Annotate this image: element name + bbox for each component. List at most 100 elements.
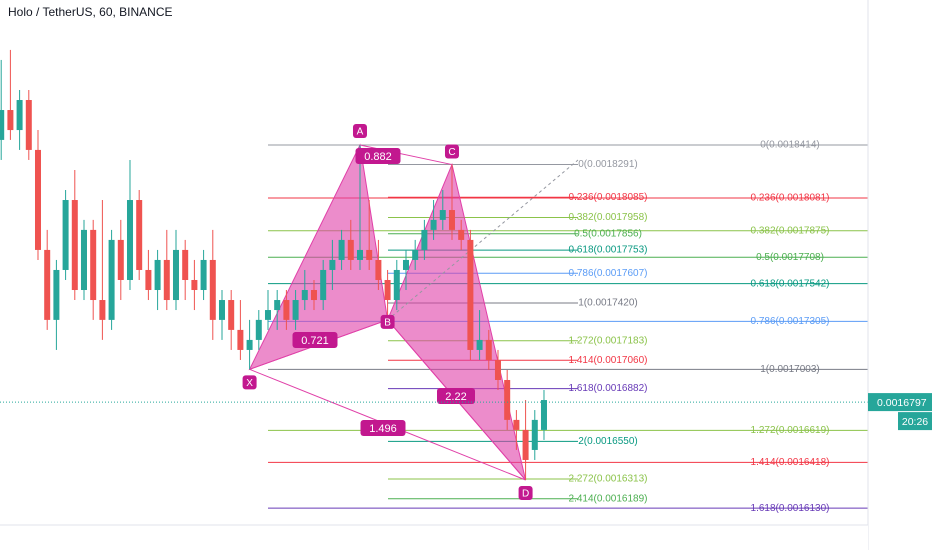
- candle-body: [283, 300, 290, 320]
- fib-label: 0.382(0.0017875): [751, 225, 830, 236]
- point-label: D: [522, 489, 529, 500]
- candle-body: [430, 219, 437, 230]
- fib-label: 0.618(0.0017753): [569, 245, 648, 256]
- candle-body: [154, 259, 161, 291]
- fib-label: 2.414(0.0016189): [569, 493, 648, 504]
- candle-body: [108, 239, 115, 320]
- countdown-box: [898, 412, 932, 431]
- candle-body: [384, 279, 391, 301]
- fib-label: 1.272(0.0016619): [751, 425, 830, 436]
- ratio-label: 1.496: [369, 423, 397, 435]
- candle-body: [504, 379, 511, 420]
- candle-body: [412, 249, 419, 260]
- point-label-box: [380, 314, 395, 329]
- candle-body: [320, 269, 327, 301]
- candle-body: [375, 259, 382, 280]
- candle-body: [494, 359, 501, 380]
- candle-body: [200, 259, 207, 291]
- candle-body: [145, 269, 152, 291]
- overlay: X A B C D 0.721 0.882 2.22 1.496: [0, 124, 868, 501]
- candle-body: [274, 300, 281, 311]
- candle-body: [117, 239, 124, 280]
- candle-body: [540, 400, 547, 430]
- axes: 0.0016797 20:26: [868, 393, 932, 431]
- fib-label: 0.5(0.0017856): [574, 228, 642, 239]
- point-label: A: [357, 127, 364, 138]
- point-label-box: [518, 486, 533, 501]
- fib-label: 0.5(0.0017708): [756, 252, 824, 263]
- candle-body: [485, 339, 492, 360]
- time-axis: [0, 525, 868, 550]
- candle-body: [209, 259, 216, 320]
- point-label-box: [444, 144, 459, 159]
- current-price-label: 0.0016797: [877, 397, 927, 409]
- candle-body: [467, 239, 474, 350]
- candle-body: [172, 249, 179, 301]
- candle-body: [90, 229, 97, 301]
- current-price-box: [868, 393, 932, 412]
- point-label: B: [384, 318, 391, 329]
- candle-body: [126, 200, 133, 280]
- candle-body: [237, 329, 244, 350]
- candle-body: [218, 300, 225, 320]
- ratio-box: [355, 148, 401, 164]
- candle-body: [448, 210, 455, 230]
- candle-body: [191, 279, 198, 291]
- fib-label: 0.382(0.0017958): [569, 212, 648, 223]
- fib-label: 0.236(0.0018085): [569, 192, 648, 203]
- candle-body: [310, 290, 317, 301]
- candle-body: [80, 229, 87, 291]
- fib-label: 1.414(0.0016418): [751, 457, 830, 468]
- candle-body: [366, 249, 373, 260]
- fib-label: 1(0.0017003): [760, 364, 820, 375]
- fib-label: 1.414(0.0017060): [569, 355, 648, 366]
- candle-body: [163, 259, 170, 301]
- fib-label: 2.272(0.0016313): [569, 474, 648, 485]
- candle-body: [292, 300, 299, 320]
- fib-label: 2(0.0016550): [578, 436, 638, 447]
- countdown-label: 20:26: [902, 416, 928, 428]
- candle-body: [347, 239, 354, 260]
- fib-label: 0.618(0.0017542): [751, 278, 830, 289]
- fib-label: 1.272(0.0017183): [569, 335, 648, 346]
- ratio-box: [437, 388, 475, 404]
- candle-body: [421, 229, 428, 250]
- ratio-label: 0.882: [364, 151, 392, 163]
- candle-body: [531, 419, 538, 450]
- fib-label: 0(0.0018291): [578, 159, 638, 170]
- ratio-label: 0.721: [301, 335, 329, 347]
- point-label: C: [448, 147, 455, 158]
- candle-body: [182, 249, 189, 280]
- candle-body: [439, 210, 446, 220]
- ratio-box: [360, 420, 406, 436]
- fib-label: 0(0.0018414): [760, 140, 820, 151]
- candle-body: [25, 100, 32, 150]
- chart-title: Holo / TetherUS, 60, BINANCE: [8, 5, 173, 19]
- candles: [0, 49, 547, 481]
- candle-body: [62, 200, 69, 270]
- candle-body: [53, 269, 60, 320]
- candle-body: [7, 110, 14, 131]
- candle-body: [476, 339, 483, 350]
- fib-label: 1(0.0017420): [578, 298, 638, 309]
- candle-body: [228, 300, 235, 330]
- fib-label: 0.236(0.0018081): [751, 193, 830, 204]
- point-label-box: [242, 375, 257, 390]
- candle-body: [99, 300, 106, 320]
- fib-label: 0.786(0.0017607): [569, 268, 648, 279]
- ratio-box: [292, 332, 338, 348]
- candle-body: [513, 419, 520, 430]
- candle-body: [136, 200, 143, 270]
- candle-body: [338, 239, 345, 260]
- candle-body: [301, 290, 308, 301]
- candle-body: [255, 319, 262, 340]
- candle-body: [246, 339, 253, 350]
- candle-body: [402, 259, 409, 270]
- fib-label: 0.786(0.0017305): [751, 316, 830, 327]
- point-label-box: [352, 124, 367, 139]
- candle-body: [522, 429, 529, 460]
- candle-body: [16, 100, 23, 131]
- fib-label: 1.618(0.0016882): [569, 383, 648, 394]
- candle-body: [458, 229, 465, 240]
